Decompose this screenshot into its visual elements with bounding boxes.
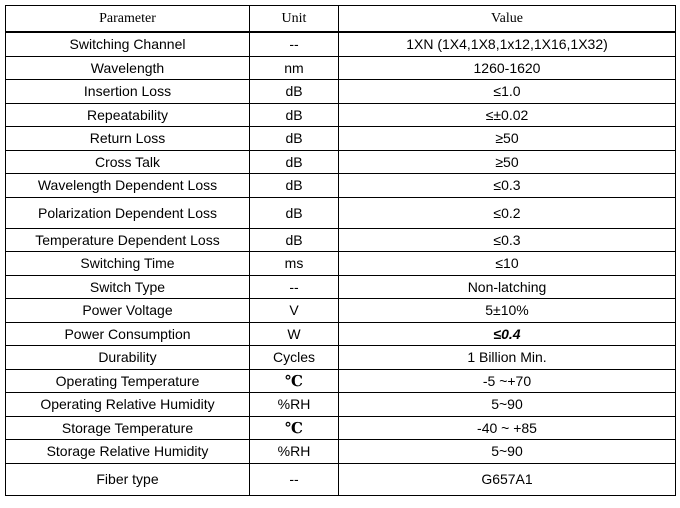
row-parameter: Switching Channel	[5, 31, 250, 57]
row-unit: --	[249, 462, 339, 496]
header-unit: Unit	[249, 5, 339, 33]
table-row: Temperature Dependent Loss dB ≤0.3	[5, 227, 676, 252]
table-row: Power Consumption W ≤0.4	[5, 321, 676, 346]
row-parameter: Fiber type	[5, 462, 250, 496]
table-row: Switching Time ms ≤10	[5, 251, 676, 276]
header-value: Value	[338, 5, 676, 33]
row-value: ≤0.2	[338, 196, 676, 229]
table-row: Wavelength nm 1260-1620	[5, 55, 676, 80]
table-row: Return Loss dB ≥50	[5, 126, 676, 151]
row-unit: V	[249, 298, 339, 323]
row-value: 1 Billion Min.	[338, 345, 676, 370]
row-value: 1260-1620	[338, 55, 676, 80]
row-parameter: Cross Talk	[5, 149, 250, 174]
row-parameter: Wavelength Dependent Loss	[5, 173, 250, 198]
row-value: ≤1.0	[338, 79, 676, 104]
row-value: Non-latching	[338, 274, 676, 299]
row-unit: dB	[249, 126, 339, 151]
row-parameter: Durability	[5, 345, 250, 370]
row-parameter: Temperature Dependent Loss	[5, 227, 250, 252]
row-unit: %RH	[249, 439, 339, 464]
row-parameter: Polarization Dependent Loss	[5, 196, 250, 229]
table-row: Fiber type -- G657A1	[5, 462, 676, 496]
table-row: Storage Relative Humidity %RH 5~90	[5, 439, 676, 464]
row-parameter: Return Loss	[5, 126, 250, 151]
table-row: Power Voltage V 5±10%	[5, 298, 676, 323]
row-unit: nm	[249, 55, 339, 80]
row-value: ≤10	[338, 251, 676, 276]
table-row: Switching Channel -- 1XN (1X4,1X8,1x12,1…	[5, 31, 676, 57]
row-parameter: Wavelength	[5, 55, 250, 80]
row-parameter: Repeatability	[5, 102, 250, 127]
row-value: ≤0.3	[338, 173, 676, 198]
row-parameter: Storage Relative Humidity	[5, 439, 250, 464]
row-unit: dB	[249, 149, 339, 174]
row-value: ≤0.4	[338, 321, 676, 346]
row-unit: dB	[249, 196, 339, 229]
row-parameter: Switch Type	[5, 274, 250, 299]
row-parameter: Operating Temperature	[5, 368, 250, 393]
row-unit: --	[249, 31, 339, 57]
table-row: Storage Temperature ℃ -40 ~ +85	[5, 415, 676, 440]
table-row: Insertion Loss dB ≤1.0	[5, 79, 676, 104]
row-unit: dB	[249, 102, 339, 127]
table-row: Switch Type -- Non-latching	[5, 274, 676, 299]
table-row: Operating Temperature ℃ -5 ~+70	[5, 368, 676, 393]
row-value: G657A1	[338, 462, 676, 496]
row-parameter: Power Voltage	[5, 298, 250, 323]
row-value: 5±10%	[338, 298, 676, 323]
table-header-row: Parameter Unit Value	[5, 5, 676, 33]
row-unit: %RH	[249, 392, 339, 417]
table-row: Polarization Dependent Loss dB ≤0.2	[5, 196, 676, 229]
row-value: ≥50	[338, 149, 676, 174]
row-unit: dB	[249, 227, 339, 252]
row-unit: dB	[249, 173, 339, 198]
row-parameter: Operating Relative Humidity	[5, 392, 250, 417]
row-value: 1XN (1X4,1X8,1x12,1X16,1X32)	[338, 31, 676, 57]
table-row: Durability Cycles 1 Billion Min.	[5, 345, 676, 370]
row-value: ≤±0.02	[338, 102, 676, 127]
specification-table: Parameter Unit Value Switching Channel -…	[5, 5, 676, 496]
row-value: -40 ~ +85	[338, 415, 676, 440]
row-unit: Cycles	[249, 345, 339, 370]
row-parameter: Storage Temperature	[5, 415, 250, 440]
row-unit: --	[249, 274, 339, 299]
row-parameter: Power Consumption	[5, 321, 250, 346]
row-unit: ℃	[249, 415, 339, 440]
row-value: 5~90	[338, 439, 676, 464]
row-value: -5 ~+70	[338, 368, 676, 393]
table-row: Cross Talk dB ≥50	[5, 149, 676, 174]
row-parameter: Switching Time	[5, 251, 250, 276]
row-value: 5~90	[338, 392, 676, 417]
row-unit: dB	[249, 79, 339, 104]
header-parameter: Parameter	[5, 5, 250, 33]
table-row: Wavelength Dependent Loss dB ≤0.3	[5, 173, 676, 198]
row-parameter: Insertion Loss	[5, 79, 250, 104]
row-value: ≤0.3	[338, 227, 676, 252]
table-row: Repeatability dB ≤±0.02	[5, 102, 676, 127]
row-unit: ms	[249, 251, 339, 276]
row-unit: ℃	[249, 368, 339, 393]
row-value: ≥50	[338, 126, 676, 151]
table-row: Operating Relative Humidity %RH 5~90	[5, 392, 676, 417]
row-unit: W	[249, 321, 339, 346]
